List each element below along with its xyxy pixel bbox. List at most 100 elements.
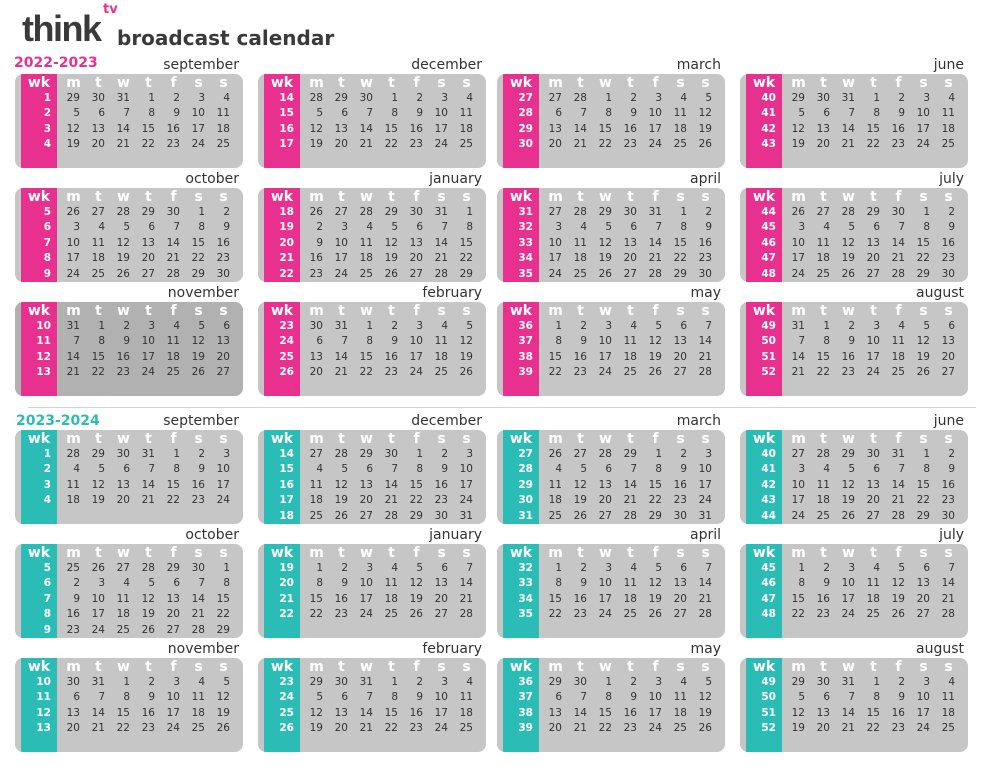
day-cell: 9 [823, 577, 830, 590]
week-number: 40 [761, 92, 776, 104]
week-number: 10 [36, 676, 51, 688]
day-cell: 12 [916, 335, 930, 348]
day-cell: 3 [341, 221, 348, 234]
weekday-header: t [627, 659, 634, 675]
weekday-header: m [66, 545, 81, 561]
week-number: 35 [518, 608, 533, 621]
day-cell: 22 [866, 138, 880, 151]
week-header: wk [270, 75, 294, 91]
day-cell: 13 [548, 122, 562, 135]
day-cell: 12 [459, 335, 473, 348]
day-cell: 28 [191, 623, 205, 636]
month-name: january [429, 527, 482, 543]
day-cell: 22 [791, 608, 805, 621]
day-cell: 23 [891, 138, 905, 151]
month-name: july [939, 527, 964, 543]
day-cell: 25 [548, 509, 562, 522]
day-cell: 12 [573, 478, 587, 491]
week-number: 4 [43, 494, 51, 507]
day-cell: 12 [841, 236, 855, 249]
day-cell: 14 [891, 236, 905, 249]
day-cell: 10 [166, 691, 180, 704]
day-cell: 13 [309, 350, 323, 363]
week-number: 49 [761, 320, 776, 332]
day-cell: 19 [216, 706, 230, 719]
day-cell: 18 [384, 592, 398, 605]
month-name: june [933, 413, 964, 429]
day-cell: 11 [623, 577, 637, 590]
day-cell: 21 [573, 138, 587, 151]
day-cell: 11 [866, 577, 880, 590]
day-cell: 13 [866, 236, 880, 249]
day-cell: 21 [434, 252, 448, 265]
weekday-header: s [219, 659, 228, 675]
day-cell: 30 [891, 206, 905, 218]
day-cell: 10 [791, 236, 805, 249]
weekday-header: s [219, 303, 228, 319]
day-cell: 20 [816, 722, 830, 735]
day-cell: 13 [91, 122, 105, 135]
day-cell: 31 [459, 509, 473, 522]
day-cell: 6 [873, 463, 880, 476]
week-number: 41 [761, 107, 776, 120]
day-cell: 28 [941, 608, 955, 621]
weekday-header: w [360, 75, 373, 91]
month-name: march [676, 57, 721, 73]
month-december: december wk m t w t f s s 14 15 16 17 18 27 28 29 30 1 2 3 4 5… [258, 413, 486, 525]
day-cell: 4 [223, 92, 230, 104]
day-cell: 10 [866, 335, 880, 348]
day-cell: 24 [841, 608, 855, 621]
weekday-header: t [95, 189, 102, 205]
day-cell: 26 [648, 608, 662, 621]
day-cell: 5 [123, 221, 130, 234]
day-cell: 3 [798, 221, 805, 234]
day-cell: 3 [366, 562, 373, 574]
day-cell: 10 [459, 463, 473, 476]
day-cell: 2 [223, 206, 230, 218]
day-cell: 20 [548, 722, 562, 735]
week-header: wk [270, 189, 294, 205]
weekday-header: t [388, 75, 395, 91]
weekday-header: w [360, 303, 373, 319]
day-cell: 22 [216, 608, 230, 621]
day-cell: 5 [848, 463, 855, 476]
day-cell: 8 [823, 335, 830, 348]
week-header: wk [27, 75, 51, 91]
week-header: wk [509, 659, 533, 675]
day-cell: 2 [416, 676, 423, 688]
day-cell: 29 [359, 448, 373, 460]
day-cell: 8 [148, 107, 155, 120]
month-july: july wk m t w t f s s 44 45 46 47 48 26 27 28 29 30 1 2 3 4 5 6 7… [740, 171, 968, 283]
day-cell: 18 [309, 494, 323, 507]
day-cell: 24 [598, 366, 612, 379]
week-number: 40 [761, 448, 776, 460]
day-cell: 31 [359, 676, 373, 688]
day-cell: 4 [948, 676, 955, 688]
day-cell: 21 [573, 722, 587, 735]
week-number: 45 [761, 221, 776, 234]
day-cell: 12 [334, 478, 348, 491]
day-cell: 17 [359, 592, 373, 605]
day-cell: 29 [334, 92, 348, 104]
week-number: 3 [43, 122, 51, 135]
day-cell: 27 [673, 608, 687, 621]
day-cell: 22 [648, 494, 662, 507]
day-cell: 6 [73, 691, 80, 704]
day-cell: 29 [166, 562, 180, 574]
week-number: 32 [518, 562, 533, 574]
day-cell: 2 [173, 92, 180, 104]
day-cell: 15 [91, 350, 105, 363]
day-cell: 11 [116, 592, 130, 605]
day-cell: 28 [698, 366, 712, 379]
day-cell: 15 [673, 236, 687, 249]
week-number: 16 [279, 478, 294, 491]
day-cell: 27 [866, 267, 880, 280]
week-number: 45 [761, 562, 776, 574]
day-cell: 13 [916, 577, 930, 590]
week-number: 35 [518, 267, 533, 280]
month-grid: wk m t w t f s s 23 24 25 26 29 30 31 1 2 3 4 5 6 7 8 9 10 11 12 13… [258, 658, 486, 752]
day-cell: 24 [916, 138, 930, 151]
day-cell: 17 [459, 478, 473, 491]
weekday-header: w [842, 431, 855, 447]
week-number: 44 [761, 206, 776, 218]
